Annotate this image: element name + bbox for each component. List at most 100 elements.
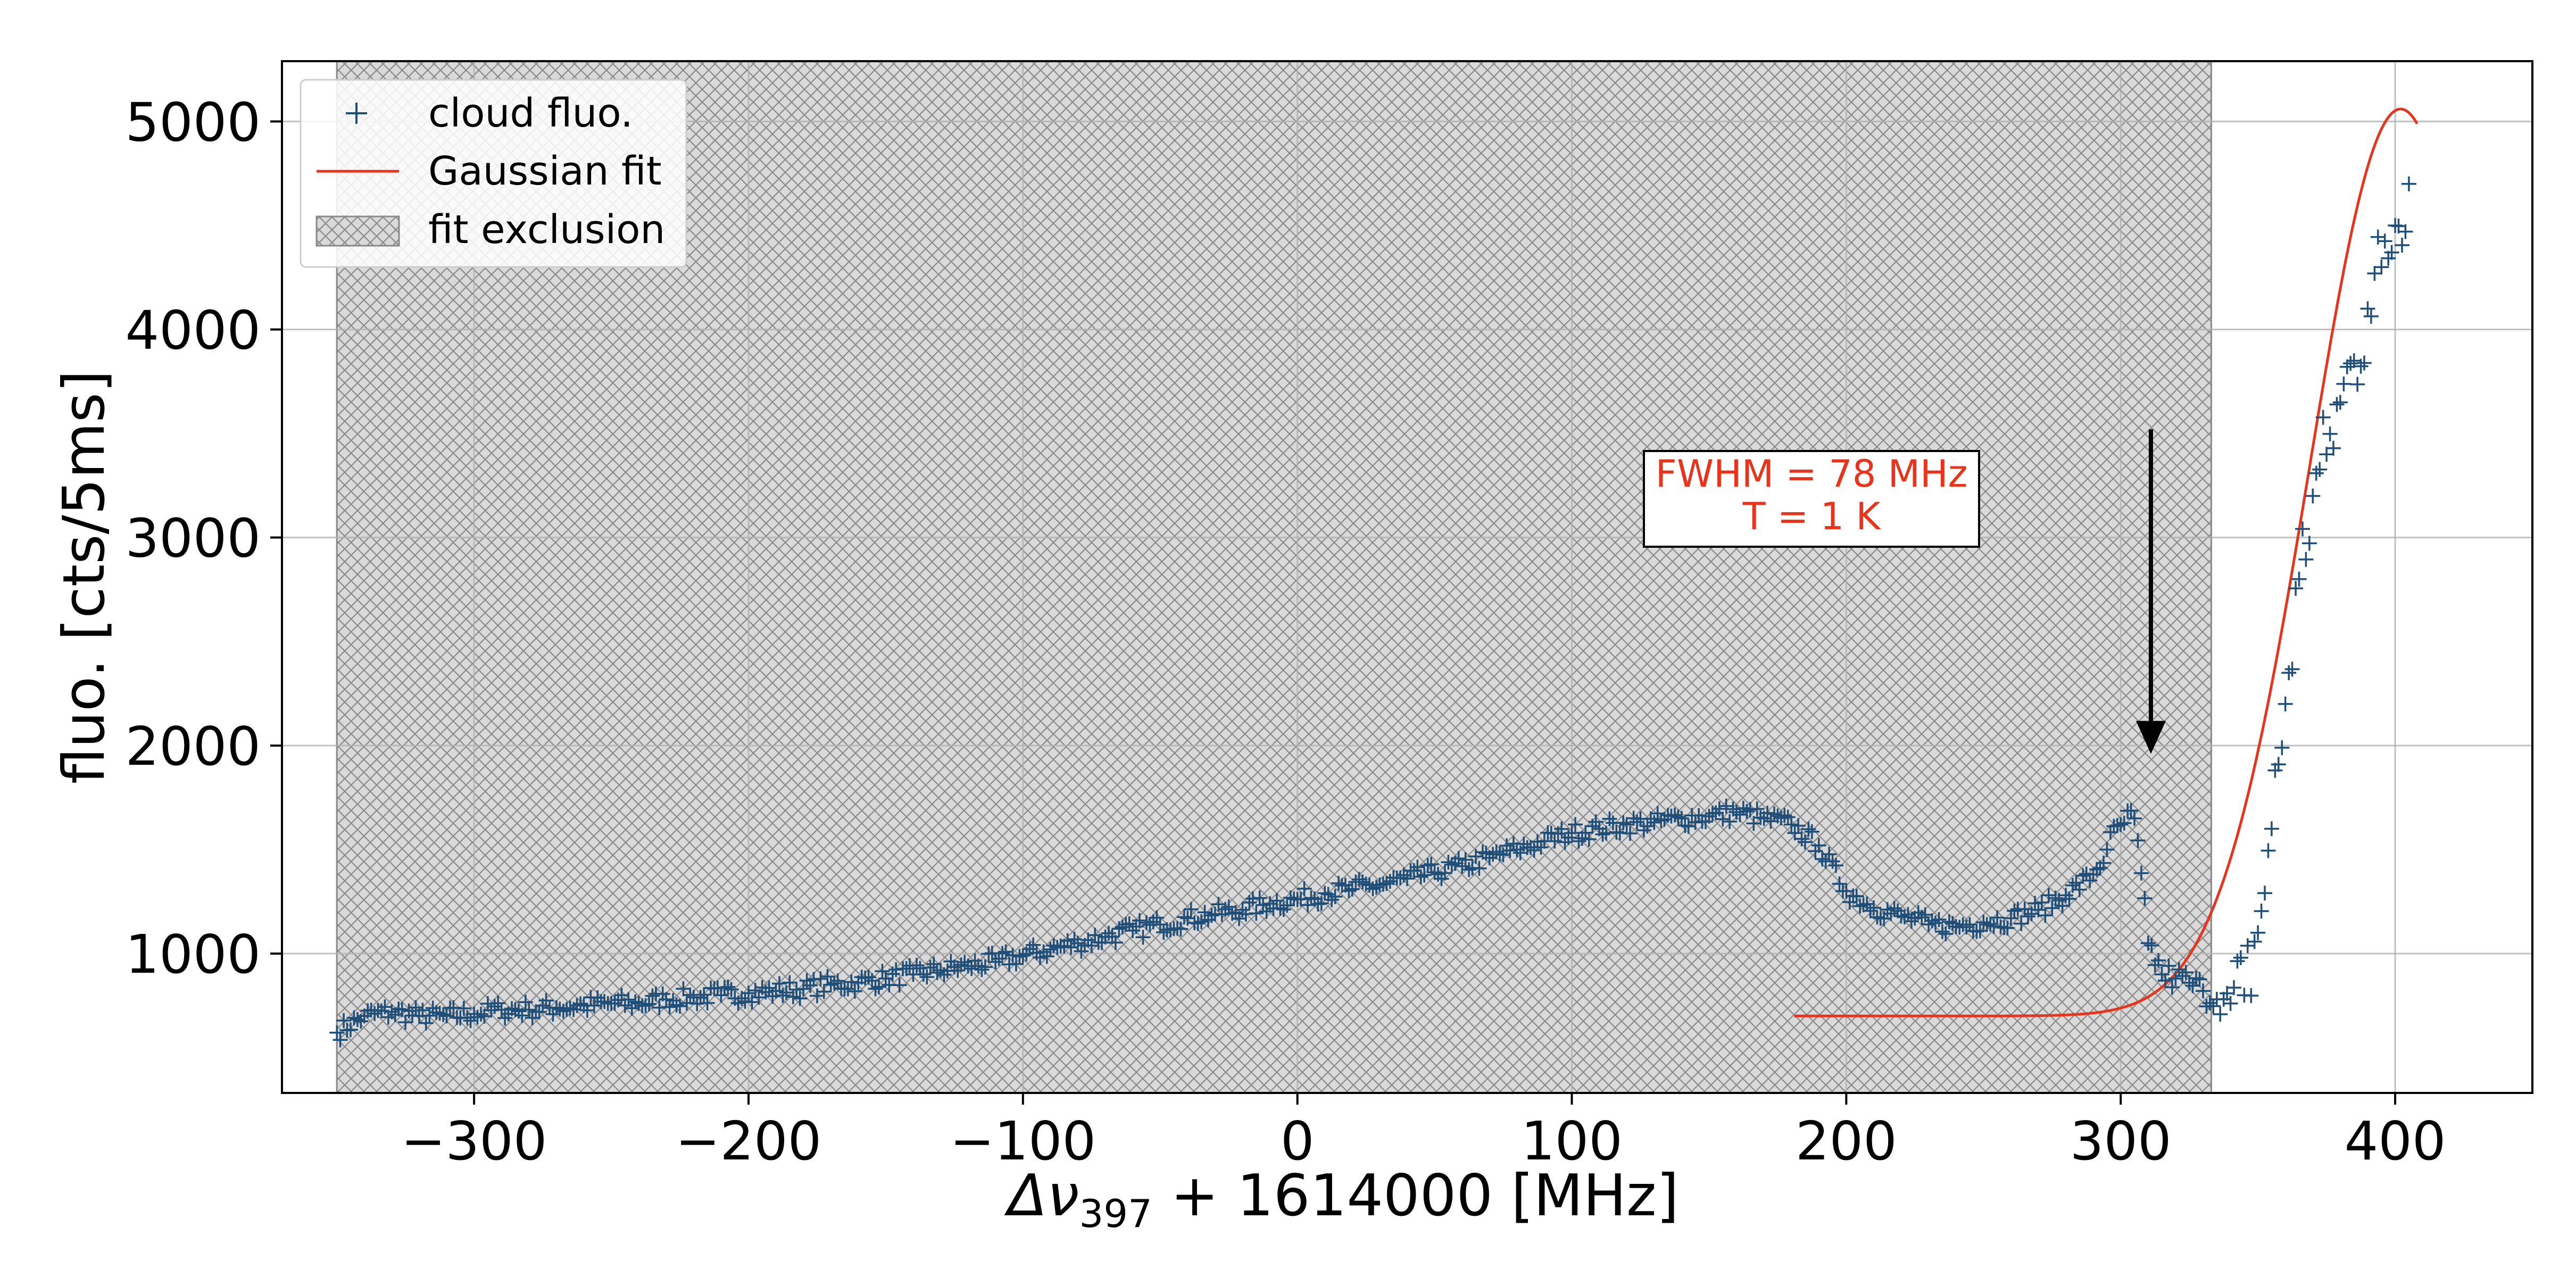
data-point — [2398, 224, 2413, 239]
data-point — [916, 967, 931, 982]
data-point — [2202, 995, 2217, 1011]
data-point — [1667, 807, 1682, 823]
data-point — [2158, 973, 2173, 988]
data-point — [1791, 818, 1806, 833]
data-point — [1972, 923, 1988, 939]
data-point — [2315, 410, 2331, 425]
data-point — [2291, 571, 2307, 587]
data-point — [525, 1010, 540, 1025]
data-point — [844, 974, 859, 990]
data-point — [2113, 817, 2129, 832]
data-point — [683, 987, 698, 1003]
data-point — [2284, 662, 2300, 677]
data-point — [1087, 928, 1103, 943]
x-axis-ticks: −300 −200 −100 0 100 200 300 400 — [401, 1093, 2446, 1172]
data-point — [514, 1008, 530, 1023]
data-point — [1962, 917, 1977, 932]
data-point — [2377, 233, 2392, 249]
data-point — [398, 1015, 413, 1030]
data-point — [1595, 826, 1610, 842]
data-point — [1303, 890, 1319, 906]
data-point — [1455, 858, 1470, 874]
data-point — [1698, 814, 1713, 829]
data-point — [2308, 465, 2324, 481]
data-point — [1581, 832, 1597, 847]
data-point — [1640, 819, 1655, 834]
data-point — [995, 946, 1010, 961]
data-point — [1732, 807, 1748, 822]
data-point — [1533, 840, 1549, 855]
data-point — [1959, 920, 1974, 935]
data-point — [1458, 852, 1473, 867]
data-point — [1674, 811, 1689, 826]
data-point — [367, 1006, 383, 1021]
data-point — [803, 978, 818, 993]
data-point — [1681, 819, 1696, 834]
data-point — [590, 990, 605, 1005]
data-point — [1283, 890, 1298, 905]
data-point — [1142, 917, 1158, 932]
y-tick-label: 1000 — [126, 923, 261, 986]
data-point — [1588, 814, 1603, 830]
data-point — [2312, 462, 2328, 477]
data-point — [1739, 804, 1755, 819]
data-point — [2034, 895, 2049, 910]
data-point — [1914, 909, 1930, 925]
data-point — [1804, 824, 1819, 839]
data-point — [463, 1013, 478, 1029]
data-point — [2374, 260, 2389, 275]
data-point — [2164, 980, 2180, 995]
data-point — [2353, 358, 2369, 374]
data-point — [1516, 836, 1532, 851]
data-point — [2322, 426, 2338, 441]
data-point — [484, 1003, 499, 1018]
data-point — [1900, 907, 1916, 922]
annotation-box — [1643, 450, 1980, 548]
data-point — [2171, 962, 2187, 977]
data-point — [1173, 921, 1189, 937]
data-point — [336, 1013, 352, 1028]
data-point — [2048, 890, 2063, 906]
data-point — [2357, 355, 2372, 371]
data-point — [1026, 937, 1041, 953]
data-point — [2254, 904, 2269, 919]
data-point — [645, 988, 660, 1004]
y-tick-label: 2000 — [126, 715, 261, 778]
data-point — [2007, 903, 2022, 918]
data-point — [1194, 914, 1209, 929]
data-point — [988, 954, 1003, 970]
data-point — [998, 944, 1013, 959]
data-point — [1478, 846, 1494, 861]
data-point — [1835, 883, 1850, 899]
data-point — [562, 1000, 578, 1016]
data-point — [555, 1004, 571, 1019]
data-point — [1798, 834, 1813, 850]
data-point — [531, 1004, 547, 1020]
data-point — [1829, 858, 1843, 873]
legend-label-cloud-fluo: cloud fluo. — [428, 90, 633, 136]
data-point — [953, 957, 969, 973]
data-point — [418, 1015, 434, 1031]
data-point — [2401, 176, 2416, 191]
data-point — [1256, 897, 1271, 913]
data-point — [1715, 812, 1731, 827]
data-point — [1242, 895, 1257, 910]
data-point — [775, 988, 791, 1003]
data-point — [1722, 814, 1738, 829]
data-point — [1890, 903, 1906, 918]
data-point — [1228, 905, 1243, 920]
data-point — [1128, 919, 1144, 934]
data-point — [436, 1007, 451, 1022]
data-point — [2055, 898, 2070, 914]
data-point — [1410, 859, 1425, 875]
y-axis-title: fluo. [cts/5ms] — [51, 370, 118, 784]
data-point — [1578, 825, 1593, 840]
data-point — [2116, 815, 2132, 831]
data-point — [820, 969, 835, 984]
data-point — [1749, 801, 1765, 816]
data-point — [2233, 950, 2248, 965]
data-point — [487, 999, 502, 1014]
data-point — [1273, 900, 1288, 916]
data-point — [2041, 888, 2056, 903]
data-point — [1921, 917, 1937, 932]
